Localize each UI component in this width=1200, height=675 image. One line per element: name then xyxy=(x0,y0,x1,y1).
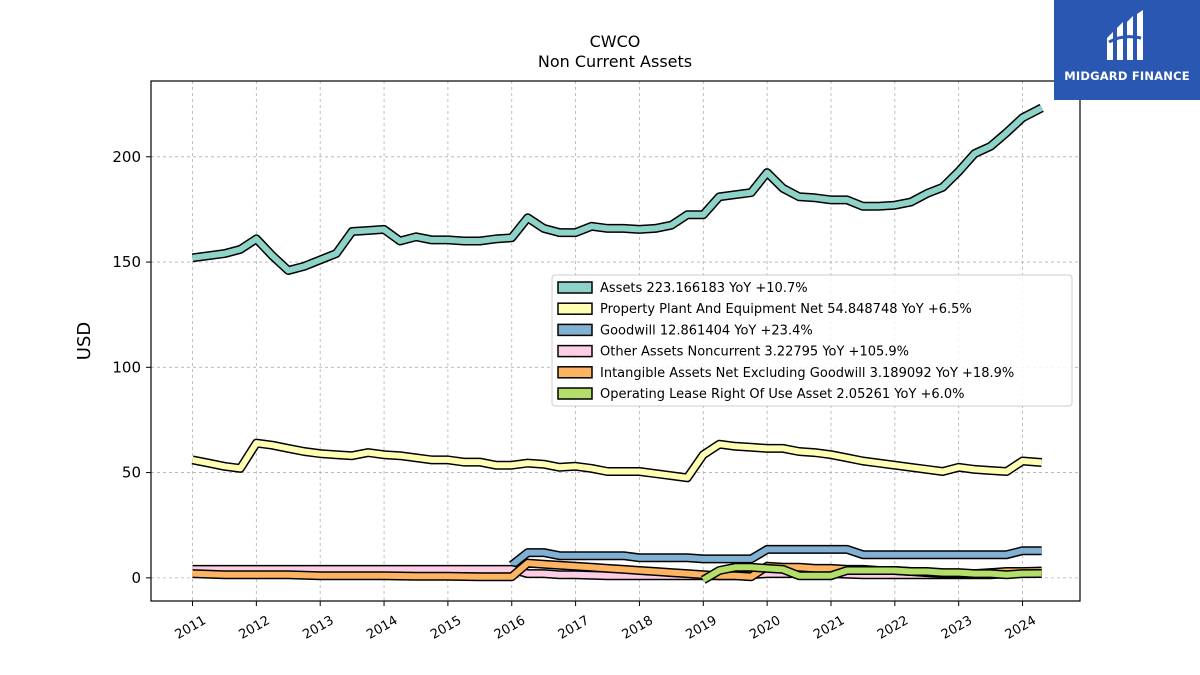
x-tick-label: 2012 xyxy=(237,613,273,643)
x-tick-label: 2016 xyxy=(492,613,528,643)
x-tick-label: 2020 xyxy=(747,613,783,643)
series-line xyxy=(701,562,1042,584)
x-tick-label: 2021 xyxy=(811,613,847,643)
legend-item: Other Assets Noncurrent 3.22795 YoY +105… xyxy=(557,344,909,360)
x-tick-label: 2011 xyxy=(173,613,209,643)
x-tick-label: 2015 xyxy=(428,613,464,643)
x-tick-label: 2022 xyxy=(875,613,911,643)
legend: Assets 223.166183 YoY +10.7% Property Pla… xyxy=(551,274,1073,407)
series-line xyxy=(508,544,1042,569)
legend-label: Assets 223.166183 YoY +10.7% xyxy=(600,281,808,296)
series-stroke xyxy=(191,440,1042,481)
legend-swatch xyxy=(557,302,593,315)
legend-item: Goodwill 12.861404 YoY +23.4% xyxy=(557,323,813,338)
x-tick-label: 2013 xyxy=(300,613,336,643)
x-tick-label: 2019 xyxy=(683,613,719,643)
y-axis-label: USD xyxy=(74,322,95,360)
brand-name: MIDGARD FINANCE xyxy=(1064,69,1190,83)
x-tick-label: 2023 xyxy=(939,613,975,643)
legend-label: Property Plant And Equipment Net 54.8487… xyxy=(600,302,972,317)
midgard-logo-icon xyxy=(1107,10,1143,60)
legend-item: Intangible Assets Net Excluding Goodwill… xyxy=(557,366,1014,381)
legend-swatch xyxy=(557,281,593,294)
legend-swatch xyxy=(557,387,593,400)
y-tick-label: 200 xyxy=(112,148,141,166)
y-tick-label: 150 xyxy=(112,253,141,271)
chart-subtitle: Non Current Assets xyxy=(538,52,692,71)
x-tick-label: 2017 xyxy=(556,613,592,643)
y-axis-ticks: 0 50 100 150 200 xyxy=(112,148,151,587)
x-tick-label: 2018 xyxy=(620,613,656,643)
x-tick-label: 2014 xyxy=(364,613,400,643)
y-tick-label: 0 xyxy=(131,569,141,587)
series-lines xyxy=(191,103,1044,584)
legend-label: Other Assets Noncurrent 3.22795 YoY +105… xyxy=(600,345,909,360)
legend-item: Operating Lease Right Of Use Asset 2.052… xyxy=(557,387,964,402)
legend-swatch xyxy=(557,323,593,337)
legend-item: Property Plant And Equipment Net 54.8487… xyxy=(557,302,972,317)
legend-box xyxy=(551,274,1073,407)
brand-logo: MIDGARD FINANCE xyxy=(1054,0,1200,100)
chart-title: CWCO xyxy=(590,32,641,51)
series-stroke xyxy=(509,546,1042,568)
series-line xyxy=(191,103,1044,275)
series-line xyxy=(191,438,1043,483)
plot-frame xyxy=(150,80,1081,602)
legend-label: Goodwill 12.861404 YoY +23.4% xyxy=(600,323,813,338)
legend-label: Intangible Assets Net Excluding Goodwill… xyxy=(600,366,1014,381)
legend-item: Assets 223.166183 YoY +10.7% xyxy=(557,281,808,296)
legend-label: Operating Lease Right Of Use Asset 2.052… xyxy=(600,387,964,402)
legend-swatch xyxy=(557,344,593,358)
legend-swatch xyxy=(557,366,593,379)
x-axis-ticks: 2011 2012 2013 2014 2015 2016 2017 2018 2019 2020… xyxy=(173,601,1039,643)
series-stroke xyxy=(701,564,1042,583)
series-stroke xyxy=(192,105,1044,274)
x-tick-label: 2024 xyxy=(1003,613,1039,643)
y-tick-label: 100 xyxy=(112,358,141,376)
y-tick-label: 50 xyxy=(122,464,141,482)
